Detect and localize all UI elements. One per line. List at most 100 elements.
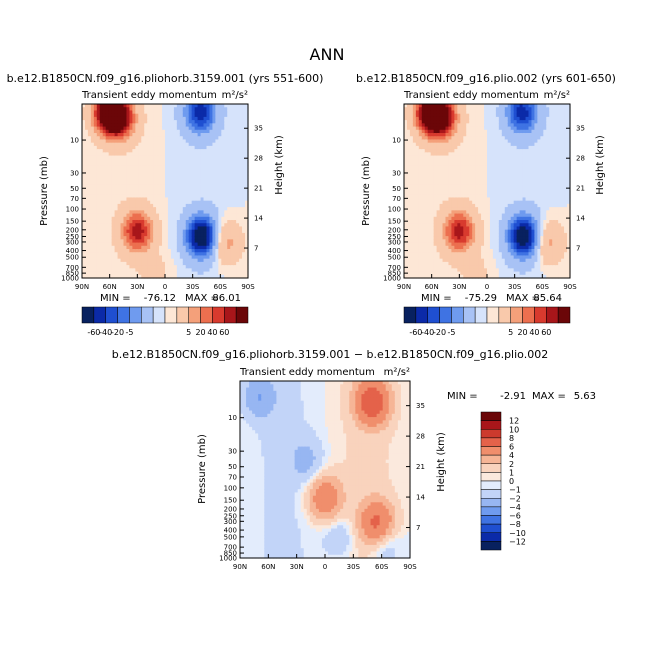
heatmap-cell	[129, 110, 133, 115]
heatmap-cell	[96, 162, 101, 166]
heatmap-cell	[224, 245, 228, 250]
heatmap-cell	[466, 184, 470, 189]
heatmap-cell	[472, 203, 476, 208]
heatmap-cell	[156, 197, 160, 202]
heatmap-cell	[209, 232, 214, 237]
heatmap-cell	[498, 113, 503, 118]
heatmap-cell	[144, 261, 148, 266]
heatmap-cell	[409, 178, 414, 182]
heatmap-cell	[236, 213, 240, 218]
heatmap-cell	[120, 216, 125, 221]
heatmap-cell	[147, 145, 151, 150]
heatmap-cell	[87, 229, 92, 234]
heatmap-cell	[111, 232, 116, 237]
heatmap-cell	[82, 223, 86, 228]
heatmap-cell	[451, 226, 455, 231]
heatmap-cell	[227, 178, 231, 182]
heatmap-cell	[200, 274, 205, 279]
heatmap-cell	[150, 104, 154, 108]
heatmap-cell	[156, 252, 160, 257]
heatmap-cell	[227, 258, 231, 263]
heatmap-cell	[224, 191, 228, 195]
heatmap-cell	[242, 181, 246, 186]
heatmap-cell	[504, 165, 509, 170]
heatmap-cell	[194, 271, 199, 276]
heatmap-cell	[224, 249, 228, 253]
heatmap-cell	[221, 249, 225, 253]
heatmap-cell	[120, 171, 125, 176]
heatmap-cell	[117, 232, 122, 237]
heatmap-cell	[472, 162, 476, 166]
heatmap-cell	[108, 191, 113, 195]
heatmap-cell	[448, 242, 453, 247]
heatmap-cell	[421, 104, 426, 108]
heatmap-cell	[418, 194, 423, 199]
heatmap-cell	[475, 126, 479, 131]
heatmap-cell	[495, 142, 500, 147]
heatmap-cell	[404, 223, 408, 228]
heatmap-cell	[120, 104, 125, 108]
heatmap-cell	[245, 229, 249, 234]
heatmap-cell	[179, 271, 184, 276]
heatmap-cell	[481, 258, 485, 263]
heatmap-cell	[472, 239, 476, 244]
heatmap-cell	[114, 229, 119, 234]
heatmap-cell	[418, 165, 423, 170]
heatmap-cell	[460, 184, 464, 189]
heatmap-cell	[409, 265, 414, 269]
heatmap-cell	[126, 129, 131, 134]
heatmap-cell	[406, 261, 411, 266]
heatmap-cell	[224, 194, 228, 199]
heatmap-cell	[472, 265, 476, 269]
heatmap-cell	[144, 171, 148, 176]
heatmap-cell	[460, 229, 464, 234]
heatmap-cell	[424, 181, 429, 186]
heatmap-cell	[478, 271, 482, 276]
heatmap-cell	[245, 113, 249, 118]
heatmap-cell	[427, 203, 432, 208]
heatmap-cell	[197, 239, 202, 244]
heatmap-cell	[200, 184, 205, 189]
heatmap-cell	[412, 110, 417, 115]
heatmap-cell	[457, 184, 461, 189]
heatmap-cell	[209, 239, 214, 244]
heatmap-cell	[206, 216, 211, 221]
heatmap-cell	[236, 116, 240, 121]
heatmap-cell	[188, 158, 193, 163]
heatmap-cell	[424, 187, 429, 192]
heatmap-cell	[150, 242, 154, 247]
heatmap-cell	[424, 268, 429, 273]
heatmap-cell	[406, 126, 411, 131]
heatmap-cell	[463, 268, 467, 273]
heatmap-cell	[418, 255, 423, 260]
heatmap-cell	[409, 232, 414, 237]
heatmap-cell	[191, 216, 196, 221]
heatmap-cell	[221, 226, 225, 231]
heatmap-cell	[489, 139, 494, 144]
heatmap-cell	[472, 174, 476, 179]
heatmap-cell	[439, 226, 444, 231]
heatmap-cell	[418, 187, 423, 192]
heatmap-cell	[415, 265, 420, 269]
heatmap-cell	[454, 268, 458, 273]
heatmap-cell	[162, 261, 166, 266]
heatmap-cell	[230, 274, 234, 279]
heatmap-cell	[478, 171, 482, 176]
heatmap-cell	[82, 213, 86, 218]
heatmap-cell	[138, 213, 142, 218]
heatmap-cell	[173, 178, 178, 182]
heatmap-cell	[167, 213, 172, 218]
heatmap-cell	[227, 104, 231, 108]
heatmap-cell	[123, 145, 128, 150]
heatmap-cell	[99, 236, 104, 240]
heatmap-cell	[105, 145, 110, 150]
heatmap-cell	[421, 245, 426, 250]
heatmap-cell	[132, 194, 136, 199]
heatmap-cell	[182, 133, 187, 137]
heatmap-cell	[239, 200, 243, 205]
heatmap-cell	[427, 249, 432, 253]
heatmap-cell	[206, 213, 211, 218]
heatmap-cell	[206, 136, 211, 141]
heatmap-cell	[141, 236, 145, 240]
heatmap-cell	[162, 207, 166, 211]
